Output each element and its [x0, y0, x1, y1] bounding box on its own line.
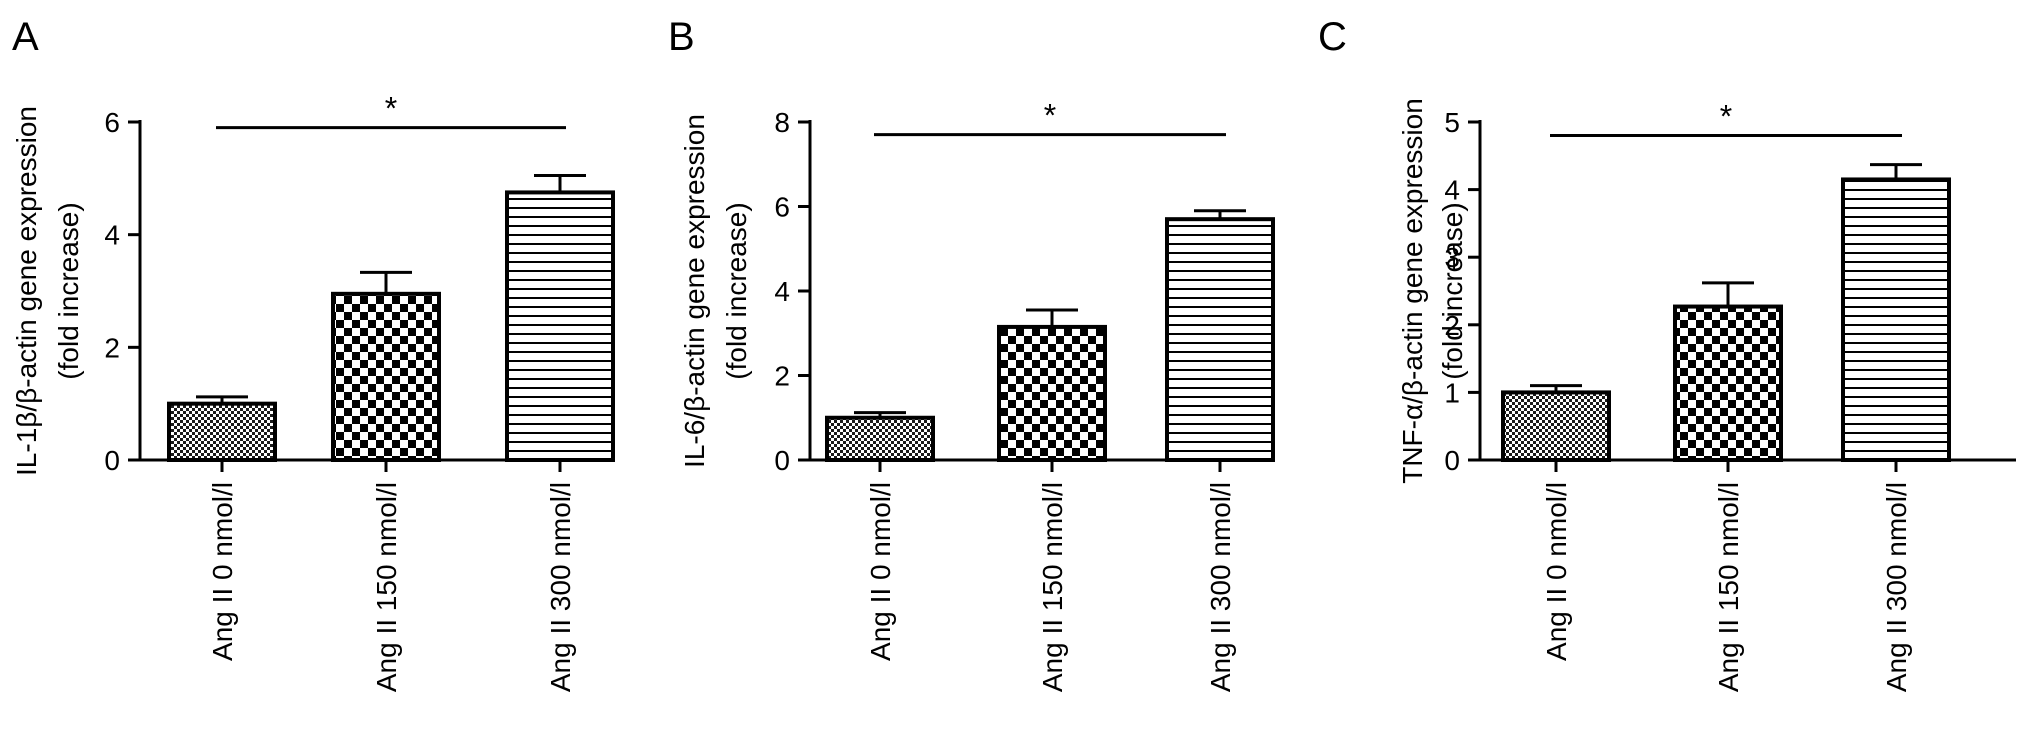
y-axis-label: TNF-α/β-actin gene expression	[1397, 98, 1428, 484]
bar	[1841, 177, 1951, 463]
category-label: Ang II 300 nmol/l	[1881, 482, 1912, 692]
y-tick-label: 2	[1444, 310, 1460, 341]
y-axis-label-units: (fold increase)	[53, 202, 84, 379]
panel-b: B IL-6/β-actin gene expression (fold incre…	[668, 15, 1275, 692]
bar	[505, 190, 615, 463]
y-tick-label: 2	[104, 332, 120, 363]
bar	[1673, 304, 1783, 462]
significance-marker: *	[1720, 99, 1732, 135]
panel-c: C TNF-α/β-actin gene expression (fold incr…	[1318, 15, 2016, 692]
y-tick-label: 0	[104, 445, 120, 476]
category-label: Ang II 150 nmol/l	[1713, 482, 1744, 692]
y-tick-label: 2	[774, 361, 790, 392]
bar	[825, 415, 935, 462]
category-label: Ang II 300 nmol/l	[545, 482, 576, 692]
category-label: Ang II 0 nmol/l	[865, 482, 896, 661]
y-axis-label: IL-1β/β-actin gene expression	[11, 106, 42, 476]
y-tick-label: 4	[774, 276, 790, 307]
panel-letter: C	[1318, 15, 1347, 59]
category-label: Ang II 0 nmol/l	[1541, 482, 1572, 661]
y-axis-label-units: (fold increase)	[1437, 202, 1468, 379]
bar	[1501, 390, 1611, 462]
y-tick-label: 3	[1444, 242, 1460, 273]
significance-marker: *	[1044, 98, 1056, 134]
bar	[167, 401, 277, 462]
panel-letter: B	[668, 15, 695, 59]
y-tick-label: 4	[1444, 175, 1460, 206]
category-label: Ang II 150 nmol/l	[371, 482, 402, 692]
y-tick-label: 0	[774, 445, 790, 476]
y-tick-label: 8	[774, 107, 790, 138]
y-axis-label-units: (fold increase)	[721, 202, 752, 379]
y-tick-label: 6	[774, 192, 790, 223]
significance-marker: *	[385, 91, 397, 127]
y-tick-label: 1	[1444, 377, 1460, 408]
bar	[331, 291, 441, 463]
y-tick-label: 5	[1444, 107, 1460, 138]
y-tick-label: 4	[104, 220, 120, 251]
bar	[1165, 217, 1275, 462]
category-label: Ang II 150 nmol/l	[1037, 482, 1068, 692]
category-label: Ang II 300 nmol/l	[1205, 482, 1236, 692]
panel-a: A IL-1β/β-actin gene expression (fold incr…	[11, 15, 615, 692]
category-label: Ang II 0 nmol/l	[207, 482, 238, 661]
y-axis-label: IL-6/β-actin gene expression	[679, 114, 710, 468]
y-tick-label: 6	[104, 107, 120, 138]
y-tick-label: 0	[1444, 445, 1460, 476]
panel-letter: A	[12, 15, 39, 59]
bar	[997, 324, 1107, 462]
